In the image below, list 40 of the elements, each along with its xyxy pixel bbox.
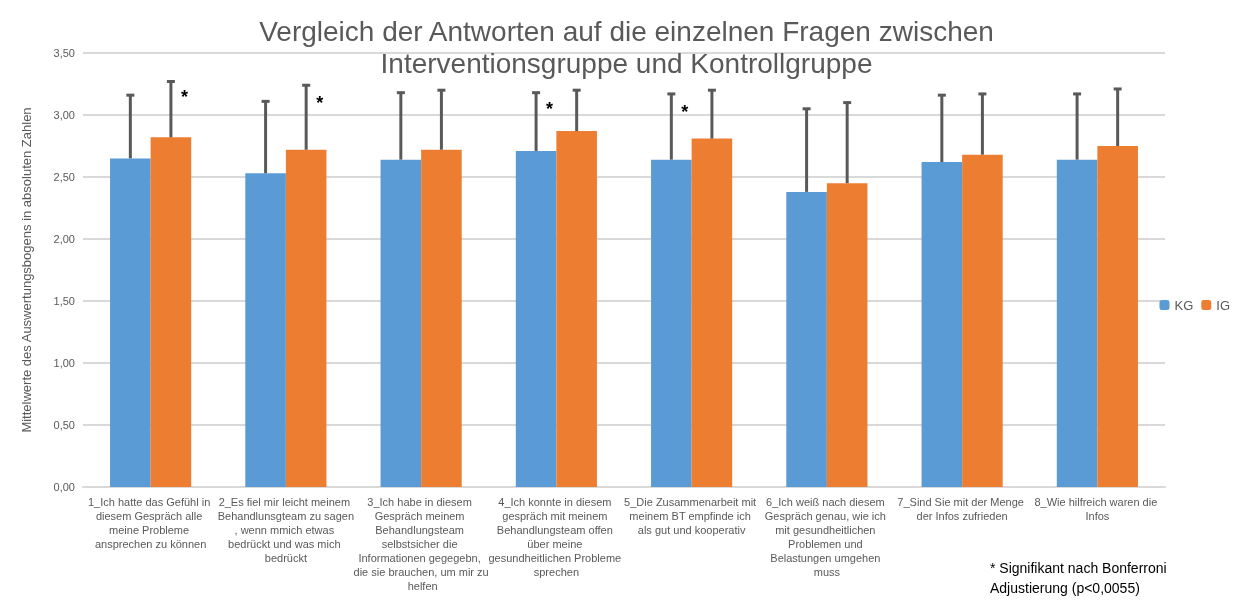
x-tick-label: 3_Ich habe in diesem Gespräch meinem Behandlungsteam selbstsicher die Informationen gegegebn, die sie brauchen, um mir zu helfen [353,496,489,592]
bar [515,150,557,487]
bar [150,137,192,487]
bar [1056,159,1098,487]
annotation: * [316,93,324,114]
annotation: * [546,99,554,120]
bar [245,173,286,487]
bar [826,183,868,487]
legend-label: KG [1174,297,1194,313]
y-tick-label: 0,00 [53,481,75,493]
y-tick-label: 1,00 [53,357,75,369]
x-tick-label: 4_Ich konnte in diesem gespräch mit meinem Behandlungsteam offen über meine gesundheitlichen Probleme sprechen [488,496,625,578]
bar [1097,146,1138,487]
chart-title: Vergleich der Antworten auf die einzelnen Fragen zwischen Interventionsgruppe und Kontrollgruppe [259,15,994,79]
bar [380,159,422,487]
bar [285,149,327,487]
y-tick-label: 2,00 [53,233,75,245]
bar [651,159,692,487]
x-tick-label: 6_Ich weiß nach diesem Gespräch genau, wie ich mit gesundheitlichen Problemen und Belastungen umgehen muss [764,496,889,578]
x-tick-label: 7_Sind Sie mit der Menge der Infos zufrieden [897,496,1027,522]
annotation: * [180,87,188,108]
y-tick-label: 2,50 [53,171,75,183]
text: * Signifikant nach Bonferroni Adjustierung (p<0,0055) [990,560,1171,596]
annotation: * [681,102,689,123]
x-tick-label: 5_Die Zusammenarbeit mit meinem BT empfinde ich als gut und kooperativ [624,496,760,536]
bar [691,138,733,487]
bar [110,158,151,487]
bar [786,191,827,487]
bar [921,162,963,487]
bar [421,149,462,487]
y-axis-title: Mittelwerte des Auswertungsbogens in absoluten Zahlen [19,107,34,433]
bar [962,154,1003,487]
x-tick-label: 1_Ich hatte das Gefühl in diesem Gespräch alle meine Probleme ansprechen zu können [87,496,214,550]
legend-label: IG [1216,297,1231,313]
y-tick-label: 0,50 [53,419,75,431]
x-tick-label: 8_Wie hilfreich waren die Infos [1034,496,1161,522]
bar [556,131,597,487]
y-tick-label: 3,50 [53,47,75,59]
y-tick-label: 1,50 [53,295,75,307]
y-tick-label: 3,00 [53,109,75,121]
